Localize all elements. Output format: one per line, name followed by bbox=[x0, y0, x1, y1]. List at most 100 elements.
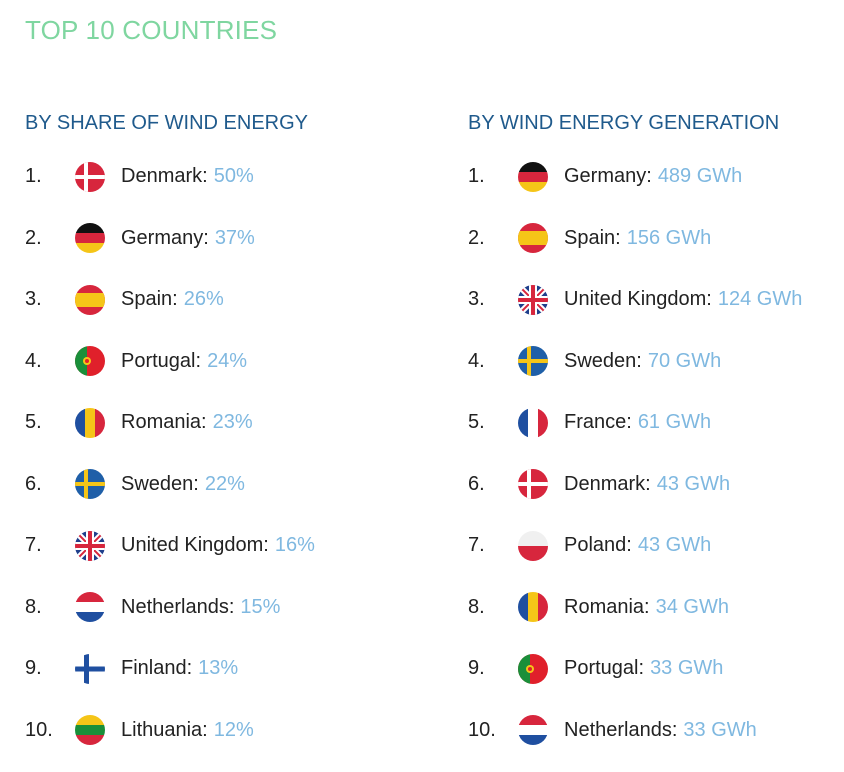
country-value: 70 GWh bbox=[647, 349, 722, 372]
list-item: 5. France: 61 GWh bbox=[468, 392, 844, 454]
rank-number: 9. bbox=[468, 657, 485, 680]
rank-number: 9. bbox=[25, 657, 42, 680]
country-value: 33 GWh bbox=[650, 657, 724, 680]
list-item: 6. Denmark: 43 GWh bbox=[468, 454, 844, 516]
country-name: France: bbox=[564, 411, 632, 434]
united-kingdom-flag-icon bbox=[75, 530, 105, 561]
country-value: 24% bbox=[207, 349, 248, 372]
country-name: United Kingdom: bbox=[564, 288, 712, 311]
rank-number: 2. bbox=[25, 226, 42, 249]
rank-number: 1. bbox=[25, 165, 42, 188]
rank-number: 10. bbox=[468, 718, 496, 741]
sweden-flag-icon bbox=[518, 346, 548, 377]
country-value: 43 GWh bbox=[656, 472, 731, 495]
rank-number: 7. bbox=[468, 534, 485, 557]
poland-flag-icon bbox=[518, 530, 548, 561]
country-value: 43 GWh bbox=[637, 534, 712, 557]
country-name: Spain: bbox=[121, 288, 178, 311]
country-value: 22% bbox=[204, 472, 245, 495]
united-kingdom-flag-icon bbox=[518, 284, 548, 315]
spain-flag-icon bbox=[75, 284, 105, 315]
share-list: 1. Denmark: 50% 2. Germany: 37% 3. Spain: 26% 4. P… bbox=[25, 146, 405, 761]
country-value: 13% bbox=[198, 657, 239, 680]
country-name: Romania: bbox=[121, 411, 207, 434]
country-value: 50% bbox=[213, 165, 254, 188]
rank-number: 10. bbox=[25, 718, 53, 741]
country-name: Poland: bbox=[564, 534, 632, 557]
share-heading: BY SHARE OF WIND ENERGY bbox=[25, 112, 309, 134]
country-value: 16% bbox=[274, 534, 315, 557]
country-value: 156 GWh bbox=[626, 226, 712, 249]
list-item: 9. Finland: 13% bbox=[25, 638, 405, 700]
country-value: 489 GWh bbox=[657, 165, 743, 188]
list-item: 4. Sweden: 70 GWh bbox=[468, 331, 844, 393]
country-value: 26% bbox=[183, 288, 224, 311]
list-item: 3. United Kingdom: 124 GWh bbox=[468, 269, 844, 331]
list-item: 8. Romania: 34 GWh bbox=[468, 577, 844, 639]
lithuania-flag-icon bbox=[75, 715, 105, 746]
country-name: Sweden: bbox=[564, 349, 642, 372]
germany-flag-icon bbox=[75, 223, 105, 254]
generation-heading: BY WIND ENERGY GENERATION bbox=[468, 112, 780, 134]
country-value: 23% bbox=[212, 411, 253, 434]
list-item: 5. Romania: 23% bbox=[25, 392, 405, 454]
country-value: 61 GWh bbox=[637, 411, 712, 434]
country-value: 12% bbox=[213, 718, 254, 741]
rank-number: 5. bbox=[468, 411, 485, 434]
rank-number: 6. bbox=[468, 472, 485, 495]
country-name: Germany: bbox=[121, 226, 209, 249]
country-name: Denmark: bbox=[121, 165, 208, 188]
list-item: 7. Poland: 43 GWh bbox=[468, 515, 844, 577]
list-item: 4. Portugal: 24% bbox=[25, 331, 405, 393]
spain-flag-icon bbox=[518, 223, 548, 254]
country-name: Denmark: bbox=[564, 472, 651, 495]
romania-flag-icon bbox=[75, 407, 105, 438]
country-name: Spain: bbox=[564, 226, 621, 249]
country-name: Portugal: bbox=[121, 349, 202, 372]
rank-number: 2. bbox=[468, 226, 485, 249]
country-name: Netherlands: bbox=[564, 718, 678, 741]
list-item: 2. Germany: 37% bbox=[25, 208, 405, 270]
finland-flag-icon bbox=[75, 653, 105, 684]
share-column: BY SHARE OF WIND ENERGY 1. Denmark: 50% 2. G… bbox=[25, 108, 405, 761]
country-name: United Kingdom: bbox=[121, 534, 269, 557]
country-name: Romania: bbox=[564, 595, 650, 618]
rank-number: 4. bbox=[25, 349, 42, 372]
denmark-flag-icon bbox=[75, 161, 105, 192]
rank-number: 5. bbox=[25, 411, 42, 434]
denmark-flag-icon bbox=[518, 469, 548, 500]
country-name: Sweden: bbox=[121, 472, 199, 495]
netherlands-flag-icon bbox=[518, 715, 548, 746]
country-name: Netherlands: bbox=[121, 595, 235, 618]
rank-number: 6. bbox=[25, 472, 42, 495]
rank-number: 8. bbox=[25, 595, 42, 618]
rank-number: 8. bbox=[468, 595, 485, 618]
country-value: 34 GWh bbox=[655, 595, 729, 618]
list-item: 10. Netherlands: 33 GWh bbox=[468, 700, 844, 762]
country-name: Lithuania: bbox=[121, 718, 208, 741]
generation-list: 1. Germany: 489 GWh 2. Spain: 156 GWh 3. United… bbox=[468, 146, 844, 761]
germany-flag-icon bbox=[518, 161, 548, 192]
rank-number: 4. bbox=[468, 349, 485, 372]
country-value: 15% bbox=[240, 595, 281, 618]
france-flag-icon bbox=[518, 407, 548, 438]
romania-flag-icon bbox=[518, 592, 548, 623]
country-value: 33 GWh bbox=[683, 718, 757, 741]
country-name: Germany: bbox=[564, 165, 652, 188]
country-value: 124 GWh bbox=[717, 288, 803, 311]
generation-column: BY WIND ENERGY GENERATION 1. Germany: 489 … bbox=[468, 108, 844, 761]
country-name: Portugal: bbox=[564, 657, 645, 680]
rank-number: 1. bbox=[468, 165, 485, 188]
rank-number: 7. bbox=[25, 534, 42, 557]
netherlands-flag-icon bbox=[75, 592, 105, 623]
portugal-flag-icon bbox=[518, 653, 548, 684]
portugal-flag-icon bbox=[75, 346, 105, 377]
rank-number: 3. bbox=[468, 288, 485, 311]
list-item: 1. Denmark: 50% bbox=[25, 146, 405, 208]
list-item: 2. Spain: 156 GWh bbox=[468, 208, 844, 270]
country-name: Finland: bbox=[121, 657, 193, 680]
list-item: 9. Portugal: 33 GWh bbox=[468, 638, 844, 700]
country-value: 37% bbox=[214, 226, 255, 249]
rank-number: 3. bbox=[25, 288, 42, 311]
list-item: 10. Lithuania: 12% bbox=[25, 700, 405, 762]
